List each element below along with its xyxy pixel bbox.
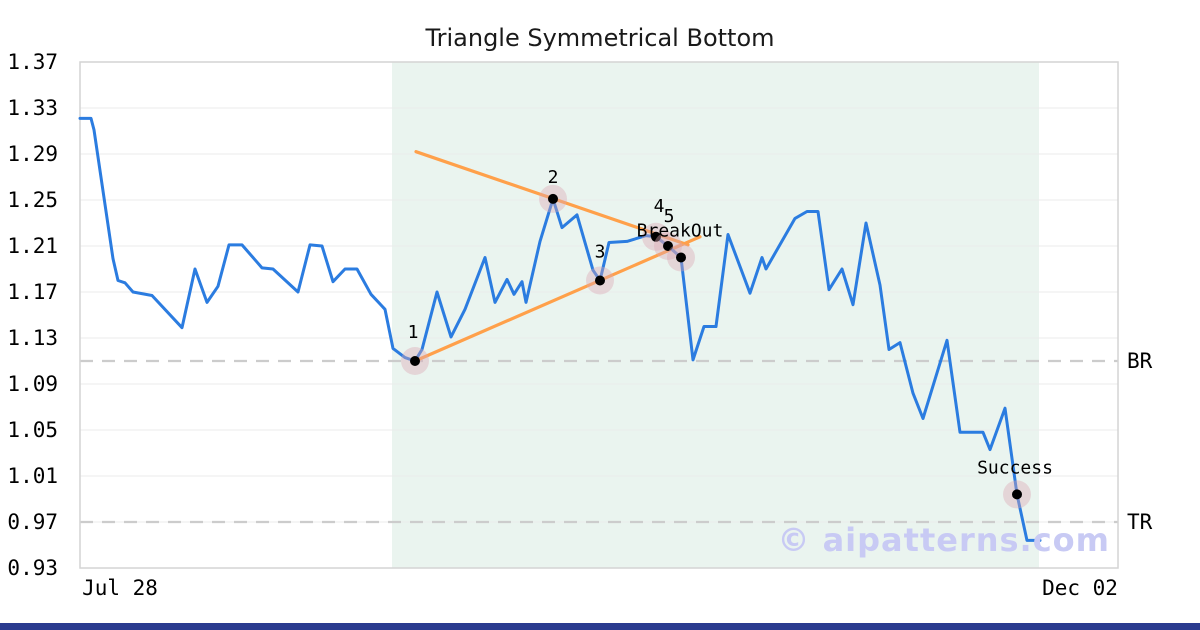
- marker-label-breakout: BreakOut: [637, 221, 724, 242]
- y-tick-label: 1.37: [7, 50, 58, 74]
- marker-label-2: 2: [548, 167, 559, 188]
- y-tick-label: 1.21: [7, 234, 58, 258]
- y-tick-label: 0.97: [7, 510, 58, 534]
- y-tick-label: 1.13: [7, 326, 58, 350]
- marker-label-4: 4: [654, 196, 665, 217]
- marker-dot: [1012, 489, 1022, 500]
- marker-dot: [651, 231, 661, 242]
- marker-dot: [548, 193, 558, 204]
- price-line: [78, 116, 1042, 542]
- y-tick-label: 1.09: [7, 372, 58, 396]
- y-tick-label: 1.29: [7, 142, 58, 166]
- bottom-accent-bar: [0, 623, 1200, 630]
- y-tick-label: 1.25: [7, 188, 58, 212]
- trendline-ascending-support: [413, 235, 702, 363]
- y-tick-label: 1.33: [7, 96, 58, 120]
- y-tick-label: 0.93: [7, 556, 58, 580]
- level-label: BR: [1127, 349, 1153, 373]
- watermark: © aipatterns.com: [777, 521, 1110, 559]
- chart-title: Triangle Symmetrical Bottom: [425, 24, 775, 52]
- y-tick-label: 1.17: [7, 280, 58, 304]
- level-label: TR: [1127, 510, 1153, 534]
- y-tick-label: 1.01: [7, 464, 58, 488]
- marker-dot: [595, 275, 605, 286]
- marker-label-3: 3: [595, 242, 606, 263]
- marker-label-1: 1: [408, 322, 419, 343]
- marker-label-5: 5: [664, 206, 675, 227]
- x-tick-label: Jul 28: [82, 576, 158, 600]
- pattern-shaded-region: [392, 62, 1039, 568]
- x-tick-label: Dec 02: [1042, 576, 1118, 600]
- marker-dot: [676, 252, 686, 263]
- plot-border: [79, 61, 1119, 569]
- y-tick-label: 1.05: [7, 418, 58, 442]
- marker-label-success: Success: [977, 457, 1053, 478]
- marker-dot: [410, 356, 420, 366]
- marker-dot: [663, 241, 673, 251]
